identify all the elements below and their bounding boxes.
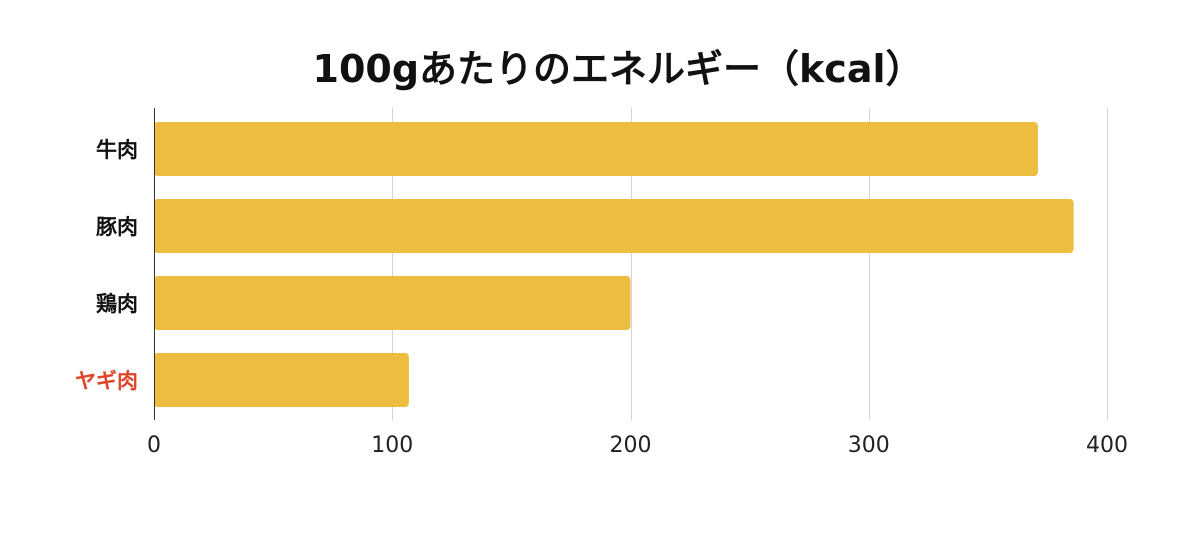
chart-title: 100gあたりのエネルギー（kcal）: [313, 47, 924, 91]
x-tick-label-300: 300: [848, 433, 890, 458]
bar-4: [154, 353, 409, 407]
x-tick-label-100: 100: [371, 433, 413, 458]
category-label-2: 豚肉: [96, 215, 138, 239]
bars: [154, 108, 1074, 420]
category-label-1: 牛肉: [96, 138, 138, 162]
x-tick-label-200: 200: [610, 433, 652, 458]
x-tick-labels: 0 100 200 300 400: [147, 433, 1128, 458]
bar-2: [154, 199, 1074, 253]
category-label-4: ヤギ肉: [75, 369, 138, 393]
bar-3: [154, 276, 631, 330]
bar-1: [154, 122, 1038, 176]
category-label-3: 鶏肉: [96, 292, 138, 316]
x-tick-label-400: 400: [1086, 433, 1128, 458]
x-tick-label-0: 0: [147, 433, 161, 458]
